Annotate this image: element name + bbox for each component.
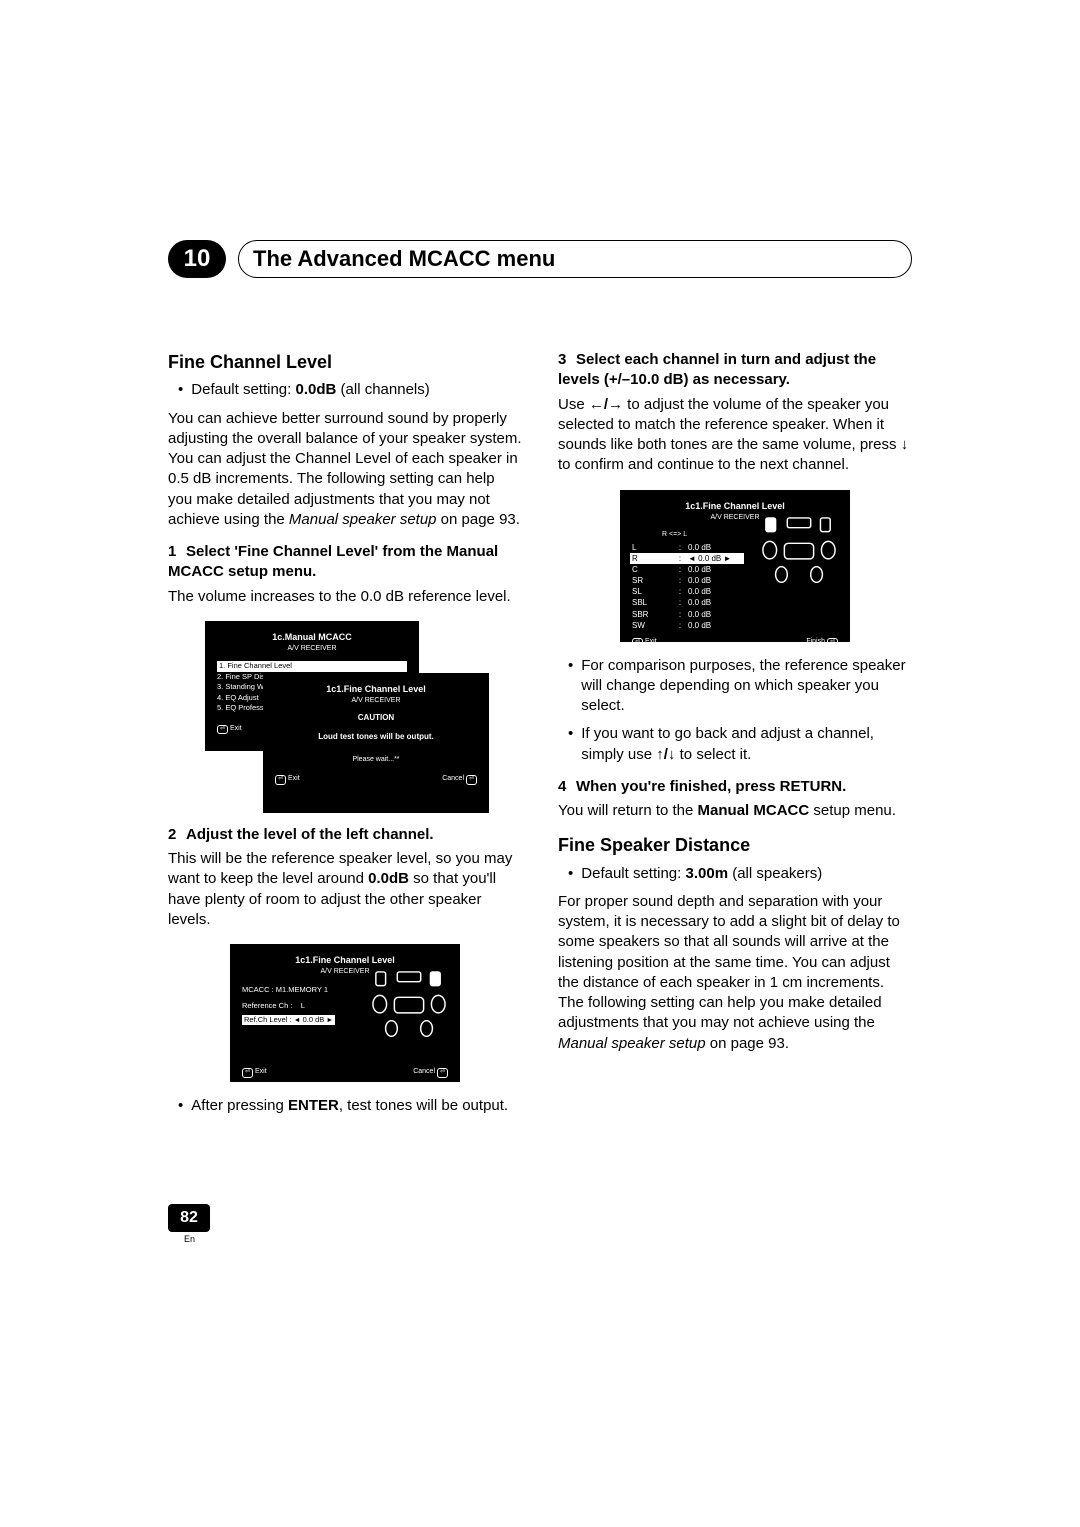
chapter-header: 10 The Advanced MCACC menu xyxy=(168,240,912,278)
right-column: 3Select each channel in turn and adjust … xyxy=(558,338,912,1124)
default-value: 0.0dB xyxy=(296,381,337,398)
s2-level-label: Ref.Ch Level : xyxy=(244,1015,292,1024)
s3-exit: Exit xyxy=(645,638,657,645)
back-exit: Exit xyxy=(230,725,242,732)
front-cancel: Cancel xyxy=(442,775,464,782)
left-column: Fine Channel Level Default setting: 0.0d… xyxy=(168,338,522,1124)
s3-title: 1c1.Fine Channel Level xyxy=(632,500,838,512)
screenshot-channels: 1c1.Fine Channel Level A/V RECEIVER R <=… xyxy=(620,490,850,642)
channel-row: C: 0.0 dB xyxy=(632,564,742,575)
step3-a: Use xyxy=(558,396,589,413)
default-suffix: (all channels) xyxy=(336,381,429,398)
intro-b: on page 93. xyxy=(437,511,520,528)
channel-row: L: 0.0 dB xyxy=(632,542,742,553)
dist-default-value: 3.00m xyxy=(686,865,729,882)
chapter-number-badge: 10 xyxy=(168,240,226,278)
default-setting-distance: Default setting: 3.00m (all speakers) xyxy=(568,864,912,884)
arrow-down-icon: ↓ xyxy=(901,436,909,453)
step2-body: This will be the reference speaker level… xyxy=(168,849,522,930)
step1-heading: 1Select 'Fine Channel Level' from the Ma… xyxy=(168,542,522,583)
step3-body: Use ←/→ to adjust the volume of the spea… xyxy=(558,395,912,476)
s3-finish: Finish xyxy=(806,638,825,645)
room-diagram-icon xyxy=(370,970,448,1041)
screen-back-title: 1c.Manual MCACC xyxy=(217,631,407,643)
step4-heading: 4When you're finished, press RETURN. xyxy=(558,777,912,797)
step4-b: setup menu. xyxy=(809,802,896,819)
step1-title: Select 'Fine Channel Level' from the Man… xyxy=(168,543,498,580)
screenshot-manual-mcacc: 1c.Manual MCACC A/V RECEIVER 1. Fine Cha… xyxy=(205,621,485,811)
step3-num: 3 xyxy=(558,350,576,370)
page-lang: En xyxy=(184,1234,912,1244)
step2-heading: 2Adjust the level of the left channel. xyxy=(168,825,522,845)
distance-paragraph: For proper sound depth and separation wi… xyxy=(558,892,912,1054)
after-enter-bold: ENTER xyxy=(288,1097,339,1114)
channel-row: SBL: 0.0 dB xyxy=(632,597,742,608)
caution-label: CAUTION xyxy=(275,713,477,724)
screen-front: 1c1.Fine Channel Level A/V RECEIVER CAUT… xyxy=(263,673,489,813)
after-enter-a: After pressing xyxy=(191,1097,288,1114)
arrow-ud-icon: ↑/↓ xyxy=(656,746,675,763)
step3-c: to confirm and continue to the next chan… xyxy=(558,456,849,473)
front-title: 1c1.Fine Channel Level xyxy=(275,683,477,695)
step2-bold: 0.0dB xyxy=(368,870,409,887)
heading-fine-channel-level: Fine Channel Level xyxy=(168,350,522,374)
step2-num: 2 xyxy=(168,825,186,845)
screen-back-sub: A/V RECEIVER xyxy=(217,644,407,653)
bullet-back-b: to select it. xyxy=(675,746,751,763)
chapter-title-wrap: The Advanced MCACC menu xyxy=(238,240,912,278)
bullet-compare-text: For comparison purposes, the reference s… xyxy=(581,656,912,717)
step4-num: 4 xyxy=(558,777,576,797)
s2-ref-val: L xyxy=(301,1001,305,1010)
s2-title: 1c1.Fine Channel Level xyxy=(242,954,448,966)
step2-title: Adjust the level of the left channel. xyxy=(186,826,434,843)
dist-default-suffix: (all speakers) xyxy=(728,865,822,882)
bullet-compare: For comparison purposes, the reference s… xyxy=(568,656,912,717)
step3-title: Select each channel in turn and adjust t… xyxy=(558,351,876,388)
chapter-title: The Advanced MCACC menu xyxy=(253,246,555,272)
s2-cancel: Cancel xyxy=(413,1068,435,1075)
screen-channels: 1c1.Fine Channel Level A/V RECEIVER R <=… xyxy=(620,490,850,642)
channel-row: R:◄ 0.0 dB ► xyxy=(630,553,744,564)
default-prefix: Default setting: xyxy=(191,381,295,398)
step1-num: 1 xyxy=(168,542,186,562)
dist-ref: Manual speaker setup xyxy=(558,1035,706,1052)
front-sub: A/V RECEIVER xyxy=(275,696,477,705)
arrow-lr-icon: ←/→ xyxy=(589,396,623,413)
intro-paragraph: You can achieve better surround sound by… xyxy=(168,409,522,531)
s2-ref-label: Reference Ch : xyxy=(242,1001,292,1010)
step1-body: The volume increases to the 0.0 dB refer… xyxy=(168,587,522,607)
step4-a: You will return to the xyxy=(558,802,698,819)
step4-title: When you're finished, press RETURN. xyxy=(576,778,846,795)
channel-row: SW: 0.0 dB xyxy=(632,620,742,631)
front-exit: Exit xyxy=(288,775,300,782)
after-enter-b: , test tones will be output. xyxy=(339,1097,508,1114)
screenshot-ref-level: 1c1.Fine Channel Level A/V RECEIVER MCAC… xyxy=(230,944,460,1082)
please-wait: Please wait...** xyxy=(275,755,477,764)
screen-ref: 1c1.Fine Channel Level A/V RECEIVER MCAC… xyxy=(230,944,460,1082)
room-diagram-icon-2 xyxy=(760,516,838,587)
intro-ref: Manual speaker setup xyxy=(289,511,437,528)
dist-default-prefix: Default setting: xyxy=(581,865,685,882)
channel-row: SL: 0.0 dB xyxy=(632,586,742,597)
step3-heading: 3Select each channel in turn and adjust … xyxy=(558,350,912,391)
caution-msg: Loud test tones will be output. xyxy=(275,732,477,743)
dist-b: on page 93. xyxy=(706,1035,789,1052)
s2-level-val: 0.0 dB xyxy=(294,1015,334,1024)
channel-row: SR: 0.0 dB xyxy=(632,575,742,586)
default-setting-line: Default setting: 0.0dB (all channels) xyxy=(178,380,522,400)
channel-row: SBR: 0.0 dB xyxy=(632,609,742,620)
page-number: 82 xyxy=(168,1204,210,1232)
dist-a: For proper sound depth and separation wi… xyxy=(558,893,900,1032)
menu-item-1: 1. Fine Channel Level xyxy=(217,661,407,672)
bullet-back: If you want to go back and adjust a chan… xyxy=(568,724,912,765)
step4-body: You will return to the Manual MCACC setu… xyxy=(558,801,912,821)
s2-exit: Exit xyxy=(255,1068,267,1075)
heading-fine-speaker-distance: Fine Speaker Distance xyxy=(558,833,912,857)
after-enter-bullet: After pressing ENTER, test tones will be… xyxy=(178,1096,522,1116)
step4-bold: Manual MCACC xyxy=(698,802,810,819)
